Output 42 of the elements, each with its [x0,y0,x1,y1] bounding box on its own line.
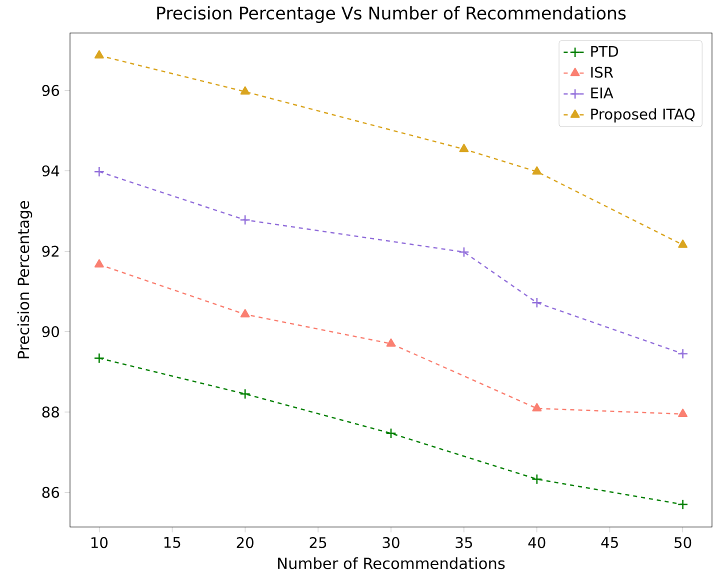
x-tick-label: 35 [456,537,472,548]
x-tick-label: 45 [601,537,618,548]
point [94,259,104,268]
y-tick-label: 90 [42,326,59,338]
point [94,50,104,59]
x-axis-title: Number of Recommendations [278,557,505,570]
point [386,338,396,347]
y-tick-label: 94 [42,165,60,176]
x-tick-label: 15 [164,537,180,548]
x-tick-label: 10 [91,537,108,548]
legend-label: Proposed ITAQ [591,108,695,122]
point [677,348,688,360]
x-tick-label: 25 [310,537,326,548]
y-tick-label: 88 [42,406,59,418]
point [677,499,688,510]
point [386,428,396,439]
point [458,246,470,258]
y-tick-label: 96 [42,84,60,96]
x-tick-label: 20 [236,537,254,548]
point [94,352,105,364]
point [678,408,688,418]
point [240,309,250,318]
x-tick-label: 50 [674,537,692,548]
point [240,214,250,226]
legend-label: PTD [591,46,618,57]
y-axis-title: Precision Percentage [17,201,32,358]
point [240,86,250,95]
y-tick-label: 86 [42,486,60,498]
point [240,388,250,400]
point [94,166,105,177]
point [532,297,542,308]
point [532,403,542,412]
point [532,474,542,484]
x-tick-label: 30 [382,537,400,548]
legend-label: ISR [591,66,614,78]
point [532,166,542,175]
point [678,239,688,248]
y-tick-label: 92 [42,246,58,257]
chart-title: Precision Percentage Vs Number of Recommendations [157,6,626,23]
legend-label: EIA [591,88,614,98]
x-tick-label: 40 [528,537,546,548]
point [459,144,469,152]
